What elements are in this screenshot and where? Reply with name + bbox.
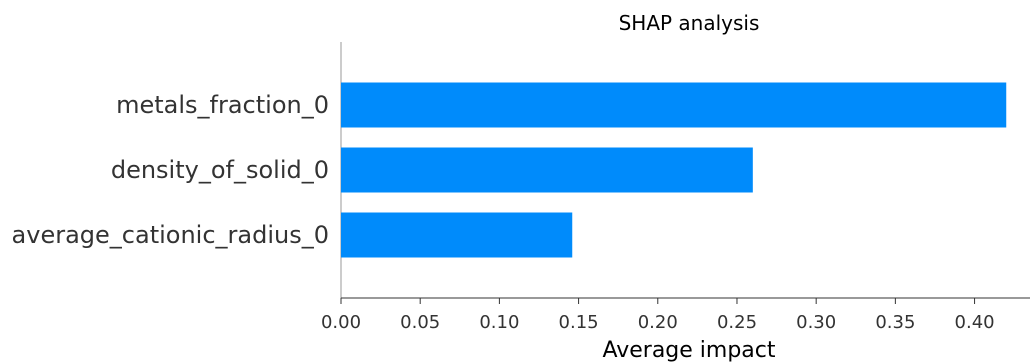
x-tick-label: 0.40 bbox=[955, 312, 995, 333]
bar-metals-fraction-0 bbox=[341, 82, 1007, 128]
bar-average-cationic-radius-0 bbox=[341, 212, 573, 258]
x-axis-label: Average impact bbox=[602, 338, 775, 362]
x-tick-label: 0.30 bbox=[796, 312, 836, 333]
bar-density-of-solid-0 bbox=[341, 147, 753, 193]
category-label: density_of_solid_0 bbox=[111, 156, 329, 184]
chart-title: SHAP analysis bbox=[619, 11, 760, 35]
category-label: average_cationic_radius_0 bbox=[12, 221, 329, 249]
x-tick-label: 0.25 bbox=[717, 312, 757, 333]
x-tick-label: 0.05 bbox=[400, 312, 440, 333]
x-tick-label: 0.20 bbox=[638, 312, 678, 333]
bars-group bbox=[341, 82, 1007, 258]
x-ticks-group: 0.00 0.05 0.10 0.15 0.20 0.25 0.30 0.35 0.40 bbox=[321, 298, 995, 333]
category-labels: metals_fraction_0 density_of_solid_0avera… bbox=[12, 91, 329, 249]
category-label: metals_fraction_0 bbox=[116, 91, 329, 119]
x-tick-label: 0.00 bbox=[321, 312, 361, 333]
x-tick-label: 0.35 bbox=[875, 312, 915, 333]
x-tick-label: 0.15 bbox=[559, 312, 599, 333]
x-tick-label: 0.10 bbox=[479, 312, 519, 333]
